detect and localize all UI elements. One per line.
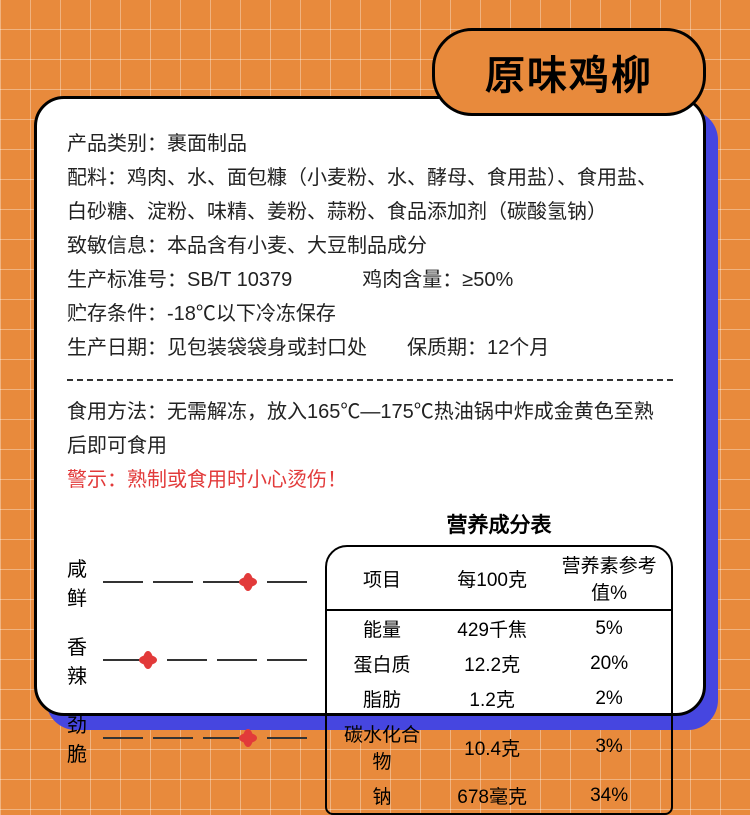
label-storage: 贮存条件： <box>67 297 167 331</box>
value-warning: 熟制或食用时小心烫伤！ <box>127 469 347 491</box>
nutrition-header-row: 项目每100克营养素参考值% <box>327 547 671 610</box>
row-warning: 警示：熟制或食用时小心烫伤！ <box>67 463 673 497</box>
flavor-seg <box>103 659 143 661</box>
table-row: 脂肪1.2克2% <box>327 681 671 716</box>
table-cell: 钠 <box>327 778 437 813</box>
info-block-top: 产品类别： 裹面制品 配料：鸡肉、水、面包糠（小麦粉、水、酵母、食用盐）、食用盐… <box>67 127 673 365</box>
nutrition-body: 能量429千焦5%蛋白质12.2克20%脂肪1.2克2%碳水化合物10.4克3%… <box>327 610 671 813</box>
value-shelf: 12个月 <box>487 331 549 365</box>
flower-icon <box>239 729 257 747</box>
value-chicken: ≥50% <box>462 263 513 297</box>
flavor-row: 香辣 <box>67 631 307 689</box>
flower-icon <box>139 651 157 669</box>
table-row: 蛋白质12.2克20% <box>327 646 671 681</box>
flavor-seg <box>153 581 193 583</box>
value-category: 裹面制品 <box>167 127 247 161</box>
row-storage: 贮存条件： -18℃以下冷冻保存 <box>67 297 673 331</box>
label-mfg: 生产日期： <box>67 331 167 365</box>
label-standard: 生产标准号： <box>67 263 187 297</box>
value-ingredients: 配料：鸡肉、水、面包糠（小麦粉、水、酵母、食用盐）、食用盐、白砂糖、淀粉、味精、… <box>67 161 673 229</box>
nutrition-title: 营养成分表 <box>325 509 673 539</box>
table-cell: 10.4克 <box>437 716 547 778</box>
table-row: 碳水化合物10.4克3% <box>327 716 671 778</box>
table-cell: 脂肪 <box>327 681 437 716</box>
flavor-row: 咸鲜 <box>67 553 307 611</box>
flavor-label: 劲脆 <box>67 709 103 767</box>
table-cell: 12.2克 <box>437 646 547 681</box>
table-cell: 5% <box>547 610 671 646</box>
flavor-seg <box>203 737 243 739</box>
value-standard: SB/T 10379 <box>187 263 292 297</box>
table-cell: 429千焦 <box>437 610 547 646</box>
flavor-seg <box>267 659 307 661</box>
bottom-area: 咸鲜香辣劲脆 营养成分表 项目每100克营养素参考值% 能量429千焦5%蛋白质… <box>67 509 673 815</box>
table-cell: 678毫克 <box>437 778 547 813</box>
table-cell: 能量 <box>327 610 437 646</box>
flower-icon <box>239 573 257 591</box>
flavor-seg <box>267 581 307 583</box>
flavor-seg <box>267 737 307 739</box>
table-cell: 2% <box>547 681 671 716</box>
row-ingredients: 配料：鸡肉、水、面包糠（小麦粉、水、酵母、食用盐）、食用盐、白砂糖、淀粉、味精、… <box>67 161 673 229</box>
table-row: 能量429千焦5% <box>327 610 671 646</box>
label-allergen: 致敏信息： <box>67 229 167 263</box>
label-ingredients: 配料： <box>67 167 127 189</box>
flavor-seg <box>153 737 193 739</box>
label-chicken: 鸡肉含量： <box>362 263 462 297</box>
flavor-label: 咸鲜 <box>67 553 103 611</box>
table-cell: 碳水化合物 <box>327 716 437 778</box>
flavor-segments <box>103 651 307 669</box>
value-mfg: 见包装袋袋身或封口处 <box>167 331 367 365</box>
table-cell: 3% <box>547 716 671 778</box>
info-card: 产品类别： 裹面制品 配料：鸡肉、水、面包糠（小麦粉、水、酵母、食用盐）、食用盐… <box>34 96 706 716</box>
flavor-seg <box>103 581 143 583</box>
row-method: 食用方法：无需解冻，放入165℃—175℃热油锅中炸成金黄色至熟后即可食用 <box>67 395 673 463</box>
table-cell: 20% <box>547 646 671 681</box>
value-storage: -18℃以下冷冻保存 <box>167 297 336 331</box>
table-row: 钠678毫克34% <box>327 778 671 813</box>
text-ingredients: 鸡肉、水、面包糠（小麦粉、水、酵母、食用盐）、食用盐、白砂糖、淀粉、味精、姜粉、… <box>67 167 657 223</box>
nutrition-box: 项目每100克营养素参考值% 能量429千焦5%蛋白质12.2克20%脂肪1.2… <box>325 545 673 815</box>
flavor-scale: 咸鲜香辣劲脆 <box>67 509 307 815</box>
nutrition-header-cell: 每100克 <box>437 547 547 610</box>
flavor-seg <box>167 659 207 661</box>
flavor-seg <box>217 659 257 661</box>
flavor-label: 香辣 <box>67 631 103 689</box>
flavor-segments <box>103 573 307 591</box>
nutrition-table: 项目每100克营养素参考值% 能量429千焦5%蛋白质12.2克20%脂肪1.2… <box>327 547 671 813</box>
product-title-pill: 原味鸡柳 <box>432 28 706 116</box>
row-standard: 生产标准号： SB/T 10379 鸡肉含量： ≥50% <box>67 263 673 297</box>
nutrition-header-cell: 项目 <box>327 547 437 610</box>
label-method: 食用方法： <box>67 401 167 423</box>
divider <box>67 379 673 381</box>
nutrition-header-cell: 营养素参考值% <box>547 547 671 610</box>
product-title: 原味鸡柳 <box>485 54 653 98</box>
label-warning: 警示： <box>67 469 127 491</box>
row-category: 产品类别： 裹面制品 <box>67 127 673 161</box>
flavor-seg <box>103 737 143 739</box>
flavor-segments <box>103 729 307 747</box>
table-cell: 1.2克 <box>437 681 547 716</box>
info-block-method: 食用方法：无需解冻，放入165℃—175℃热油锅中炸成金黄色至熟后即可食用 警示… <box>67 395 673 497</box>
table-cell: 34% <box>547 778 671 813</box>
label-shelf: 保质期： <box>407 331 487 365</box>
label-category: 产品类别： <box>67 127 167 161</box>
table-cell: 蛋白质 <box>327 646 437 681</box>
nutrition-panel: 营养成分表 项目每100克营养素参考值% 能量429千焦5%蛋白质12.2克20… <box>325 509 673 815</box>
flavor-seg <box>203 581 243 583</box>
flavor-row: 劲脆 <box>67 709 307 767</box>
row-allergen: 致敏信息： 本品含有小麦、大豆制品成分 <box>67 229 673 263</box>
row-mfg: 生产日期： 见包装袋袋身或封口处 保质期： 12个月 <box>67 331 673 365</box>
value-allergen: 本品含有小麦、大豆制品成分 <box>167 229 427 263</box>
